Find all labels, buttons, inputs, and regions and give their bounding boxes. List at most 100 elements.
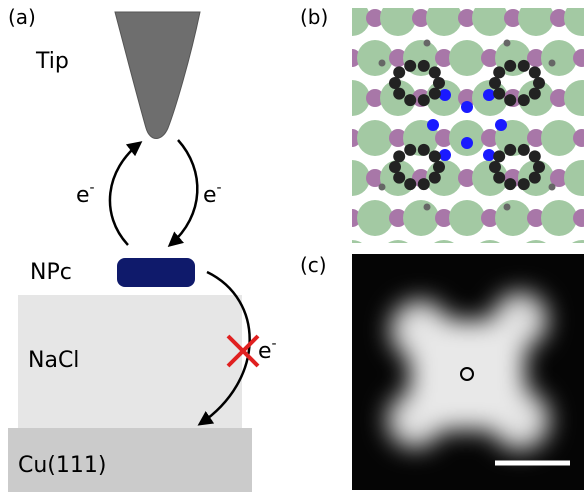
nitrogen-atom <box>483 149 495 161</box>
carbon-atom <box>393 172 405 184</box>
carbon-atom <box>518 94 530 106</box>
na-atom <box>541 200 577 236</box>
cl-atom <box>320 89 338 107</box>
arrow <box>110 143 140 245</box>
npc-molecule <box>117 258 195 287</box>
na-atom <box>449 200 485 236</box>
carbon-atom <box>504 94 516 106</box>
electron: e <box>203 183 217 208</box>
carbon-atom <box>504 178 516 190</box>
carbon-atom <box>493 172 505 184</box>
na-atom <box>357 200 393 236</box>
carbon-atom <box>393 150 405 162</box>
electron: e <box>258 339 272 364</box>
carbon-atom <box>429 88 441 100</box>
na-atom <box>357 40 393 76</box>
carbon-atom <box>533 77 545 89</box>
na-atom <box>334 80 370 116</box>
carbon-atom <box>433 161 445 173</box>
carbon-atom <box>393 88 405 100</box>
panel-label: (a) <box>8 5 36 29</box>
electron: e <box>76 183 90 208</box>
carbon-atom <box>418 94 430 106</box>
na-atom <box>288 160 324 196</box>
na-atom <box>311 200 347 236</box>
electron-charge: - <box>90 180 95 196</box>
nitrogen-atom <box>495 119 507 131</box>
tip-label: Tip <box>35 49 69 74</box>
carbon-atom <box>429 150 441 162</box>
panel-label: (c) <box>300 253 327 277</box>
hydrogen-atom <box>504 40 511 47</box>
carbon-atom <box>518 60 530 72</box>
carbon-atom <box>418 178 430 190</box>
hydrogen-atom <box>549 60 556 67</box>
electron-label: e- <box>203 180 222 208</box>
cu-label: Cu(111) <box>18 453 106 478</box>
na-atom <box>311 40 347 76</box>
carbon-atom <box>493 66 505 78</box>
cl-atom <box>320 169 338 187</box>
na-atom <box>518 0 554 36</box>
nitrogen-atom <box>439 149 451 161</box>
tip <box>115 12 200 139</box>
carbon-atom <box>433 77 445 89</box>
electron-label: e- <box>258 336 277 364</box>
npc-label: NPc <box>30 260 72 285</box>
na-atom <box>334 160 370 196</box>
carbon-atom <box>493 150 505 162</box>
carbon-atom <box>389 77 401 89</box>
carbon-atom <box>489 161 501 173</box>
na-atom <box>495 200 531 236</box>
carbon-atom <box>529 88 541 100</box>
electron-charge: - <box>217 180 222 196</box>
hydrogen-atom <box>379 184 386 191</box>
hydrogen-atom <box>549 184 556 191</box>
carbon-atom <box>429 66 441 78</box>
carbon-atom <box>493 88 505 100</box>
carbon-atom <box>404 94 416 106</box>
carbon-atom <box>518 144 530 156</box>
carbon-atom <box>489 77 501 89</box>
carbon-atom <box>429 172 441 184</box>
hydrogen-atom <box>424 204 431 211</box>
carbon-atom <box>529 172 541 184</box>
na-atom <box>403 200 439 236</box>
na-atom <box>357 120 393 156</box>
electron-label: e- <box>76 180 95 208</box>
nacl-label: NaCl <box>28 348 79 373</box>
na-atom <box>449 40 485 76</box>
carbon-atom <box>389 161 401 173</box>
panel-label: (b) <box>300 5 328 29</box>
carbon-atom <box>404 60 416 72</box>
nitrogen-atom <box>483 89 495 101</box>
carbon-atom <box>529 150 541 162</box>
na-atom <box>541 40 577 76</box>
nitrogen-atom <box>427 119 439 131</box>
carbon-atom <box>504 144 516 156</box>
carbon-atom <box>529 66 541 78</box>
carbon-atom <box>504 60 516 72</box>
carbon-atom <box>404 178 416 190</box>
na-atom <box>334 0 370 36</box>
hydrogen-atom <box>504 204 511 211</box>
nitrogen-atom <box>461 101 473 113</box>
stm-image <box>352 254 584 490</box>
carbon-atom <box>404 144 416 156</box>
nitrogen-atom <box>461 137 473 149</box>
electron-charge: - <box>272 336 277 352</box>
lattice-model <box>288 0 584 276</box>
carbon-atom <box>418 144 430 156</box>
na-atom <box>311 120 347 156</box>
hydrogen-atom <box>424 40 431 47</box>
nitrogen-atom <box>439 89 451 101</box>
na-atom <box>472 0 508 36</box>
arrow <box>170 140 197 245</box>
na-atom <box>426 0 462 36</box>
figure: (a) Tip e- e- NPc NaCl Cu(111) e- (b) (c… <box>0 0 584 492</box>
na-atom <box>541 120 577 156</box>
hydrogen-atom <box>379 60 386 67</box>
na-atom <box>380 0 416 36</box>
carbon-atom <box>533 161 545 173</box>
carbon-atom <box>418 60 430 72</box>
